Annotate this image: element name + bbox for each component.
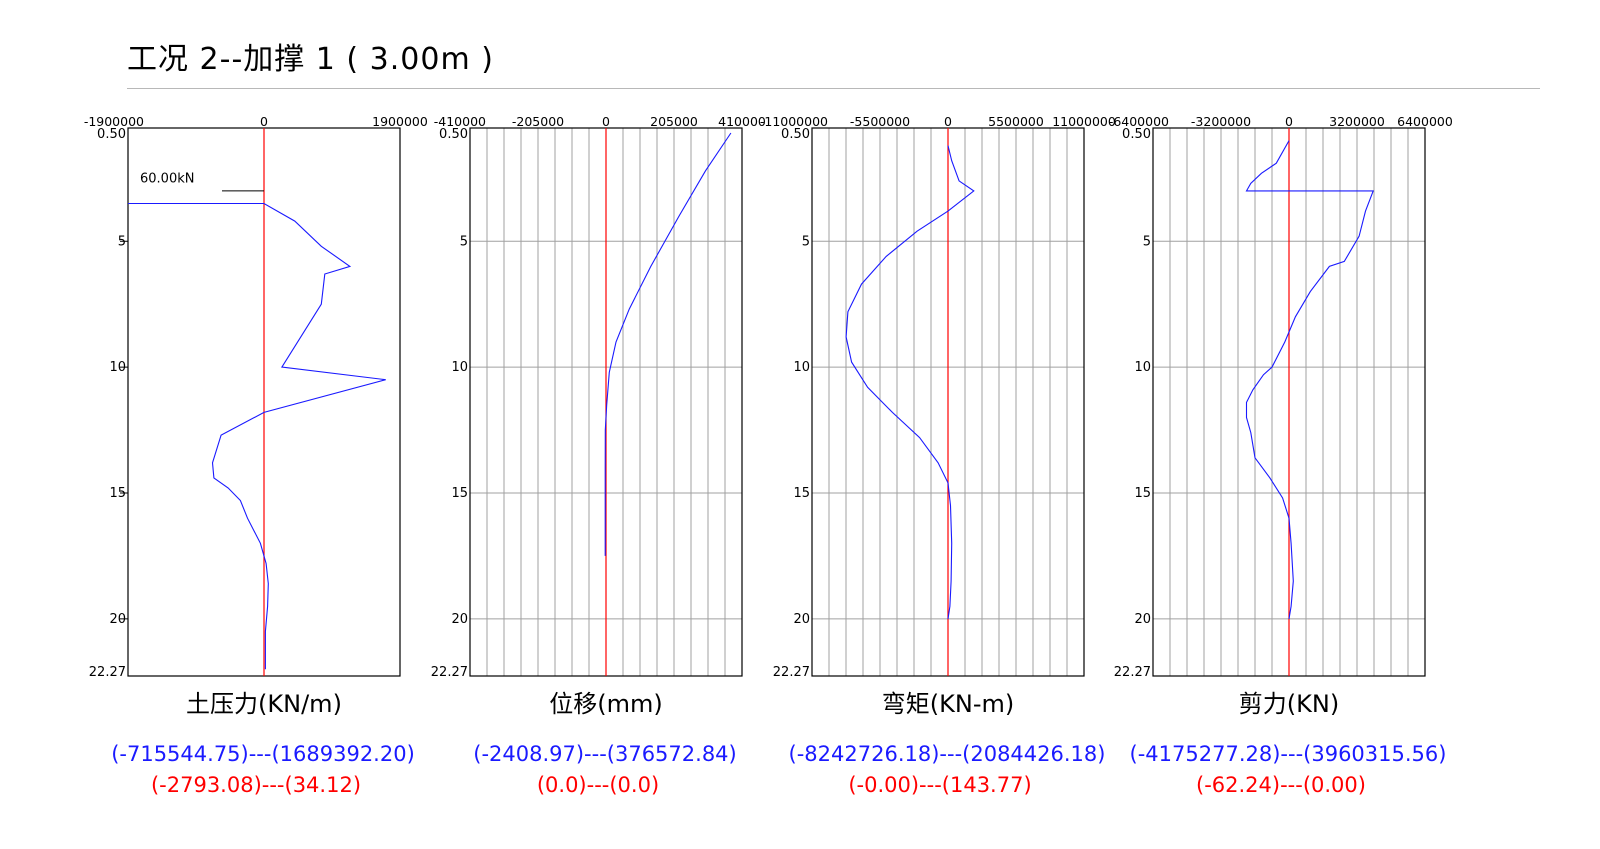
x-tick-label: 0 [602,114,610,129]
range-top-2: (-2408.97)---(376572.84) [473,742,736,766]
x-tick-label: 410000 [718,114,766,129]
panel-caption-1: 土压力(KN/m) [186,690,342,718]
y-tick-label: 5 [460,234,468,249]
y-tick-label: 20 [793,612,810,627]
y-tick-label: 20 [109,612,126,627]
y-tick-label: 5 [118,234,126,249]
y-tick-label: 15 [109,486,126,501]
x-tick-label: 6400000 [1397,114,1453,129]
y-tick-label: 22.27 [1114,665,1151,680]
y-tick-label: 20 [451,612,468,627]
x-tick-label: 205000 [650,114,698,129]
y-tick-label: 10 [451,360,468,375]
y-tick-label: 20 [1134,612,1151,627]
x-tick-label: -6400000 [1109,114,1169,129]
x-tick-label: -1900000 [84,114,144,129]
panel-caption-4: 剪力(KN) [1239,690,1339,718]
range-top-3: (-8242726.18)---(2084426.18) [789,742,1106,766]
y-tick-label: 0.50 [97,127,126,142]
range-bottom-1: (-2793.08)---(34.12) [151,773,361,797]
x-tick-label: 0 [260,114,268,129]
x-tick-label: 0 [944,114,952,129]
x-tick-label: 3200000 [1329,114,1385,129]
y-tick-label: 0.50 [1122,127,1151,142]
range-bottom-4: (-62.24)---(0.00) [1196,773,1366,797]
x-tick-label: -410000 [434,114,486,129]
y-tick-label: 5 [1143,234,1151,249]
y-tick-label: 5 [802,234,810,249]
x-tick-label: 5500000 [988,114,1044,129]
y-tick-label: 22.27 [773,665,810,680]
data-curve-3 [845,145,975,619]
panel-caption-3: 弯矩(KN-m) [882,690,1014,718]
x-tick-label: -3200000 [1191,114,1251,129]
page-title: 工况 2--加撑 1 ( 3.00m ) [127,42,494,77]
y-tick-label: 10 [793,360,810,375]
y-tick-label: 0.50 [781,127,810,142]
annotation-label: 60.00kN [140,171,194,186]
panel-caption-2: 位移(mm) [549,690,662,718]
y-tick-label: 10 [1134,360,1151,375]
range-top-4: (-4175277.28)---(3960315.56) [1130,742,1447,766]
x-tick-label: 0 [1285,114,1293,129]
range-top-1: (-715544.75)---(1689392.20) [111,742,415,766]
data-curve-2 [604,132,732,556]
title-divider [127,88,1540,89]
y-tick-label: 15 [1134,486,1151,501]
x-tick-label: 1900000 [372,114,428,129]
y-tick-label: 15 [793,486,810,501]
y-tick-label: 22.27 [431,665,468,680]
range-bottom-2: (0.0)---(0.0) [537,773,659,797]
y-tick-label: 0.50 [439,127,468,142]
y-tick-label: 10 [109,360,126,375]
y-tick-label: 15 [451,486,468,501]
y-tick-label: 22.27 [89,665,126,680]
data-curve-1 [128,202,386,670]
data-curve-4 [1245,140,1374,619]
x-tick-label: 11000000 [1052,114,1116,129]
x-tick-label: -5500000 [850,114,910,129]
range-bottom-3: (-0.00)---(143.77) [848,773,1031,797]
x-tick-label: -205000 [512,114,564,129]
x-tick-label: -11000000 [760,114,828,129]
